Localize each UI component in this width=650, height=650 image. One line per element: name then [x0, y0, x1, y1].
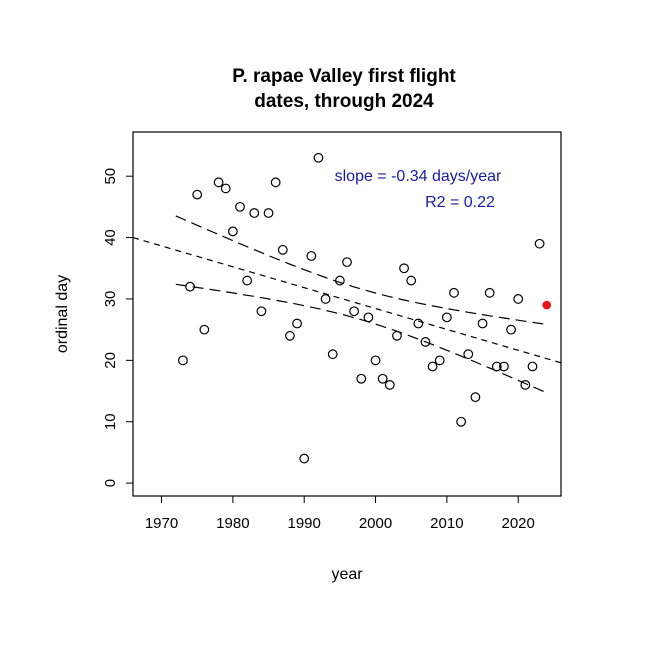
data-point	[406, 275, 417, 286]
data-point	[506, 324, 516, 335]
data-point	[449, 287, 459, 298]
data-point	[392, 330, 402, 341]
data-point	[499, 361, 509, 372]
data-point	[463, 349, 474, 360]
data-point	[277, 244, 288, 255]
data-point	[342, 257, 352, 268]
chart-title-line-1: P. rapae Valley first flight	[232, 66, 456, 87]
data-point	[192, 189, 203, 200]
data-point	[434, 355, 445, 366]
x-tick-label: 2010	[430, 515, 463, 532]
data-point	[470, 392, 481, 403]
data-point	[178, 355, 188, 366]
data-point	[263, 208, 274, 218]
y-tick-label: 20	[102, 352, 119, 369]
data-point	[334, 275, 345, 286]
data-point	[534, 238, 545, 249]
data-point	[527, 361, 538, 372]
x-tick-label: 1970	[145, 515, 178, 532]
data-point	[185, 281, 195, 292]
data-point	[292, 318, 302, 329]
slope-annotation: slope = -0.34 days/year	[335, 168, 502, 185]
data-point	[513, 294, 524, 304]
data-point	[370, 355, 381, 366]
data-point	[285, 330, 295, 341]
data-point	[491, 361, 502, 372]
data-point	[356, 373, 367, 384]
regression-line	[132, 237, 562, 364]
data-point	[270, 177, 281, 188]
x-axis: 1970 1980 1990 2000 2010 2020	[145, 496, 535, 532]
y-axis: 0 10 20 30 40 50	[102, 168, 133, 487]
data-point	[484, 287, 495, 298]
y-tick-label: 40	[102, 229, 119, 246]
data-point	[213, 177, 224, 188]
y-axis-label: ordinal day	[54, 275, 71, 353]
x-tick-label: 2000	[359, 515, 392, 532]
data-point	[299, 453, 310, 464]
data-point	[420, 337, 431, 347]
data-point	[227, 226, 238, 237]
data-point	[427, 361, 438, 372]
confidence-band-lower	[175, 283, 547, 394]
data-points	[178, 152, 552, 464]
data-point	[377, 373, 388, 384]
data-point	[327, 349, 338, 360]
confidence-band-upper	[175, 215, 547, 325]
data-point	[477, 318, 488, 329]
y-tick-label: 30	[102, 291, 119, 308]
data-point	[441, 312, 452, 323]
highlight-point	[542, 300, 552, 310]
data-point	[235, 201, 245, 212]
x-tick-label: 1980	[216, 515, 249, 532]
data-point	[399, 263, 409, 274]
data-point	[363, 312, 374, 323]
data-point	[384, 379, 395, 390]
data-point	[520, 379, 531, 390]
data-point	[313, 152, 324, 163]
data-point	[242, 275, 253, 286]
y-tick-label: 0	[102, 479, 119, 487]
chart-title-line-2: dates, through 2024	[254, 91, 434, 112]
x-tick-label: 2020	[502, 515, 535, 532]
data-point	[199, 324, 210, 335]
data-point	[320, 294, 331, 304]
data-point	[456, 416, 467, 427]
x-axis-label: year	[331, 566, 363, 583]
y-tick-label: 10	[102, 413, 119, 430]
data-point	[256, 306, 267, 317]
data-point	[413, 318, 424, 329]
x-tick-label: 1990	[288, 515, 321, 532]
data-point	[249, 208, 260, 218]
data-point	[349, 306, 360, 317]
plot-frame	[132, 131, 562, 497]
data-point	[306, 251, 317, 261]
r2-annotation: R2 = 0.22	[425, 194, 495, 211]
regression-lines	[132, 215, 562, 394]
data-point	[220, 183, 231, 194]
y-tick-label: 50	[102, 168, 119, 185]
